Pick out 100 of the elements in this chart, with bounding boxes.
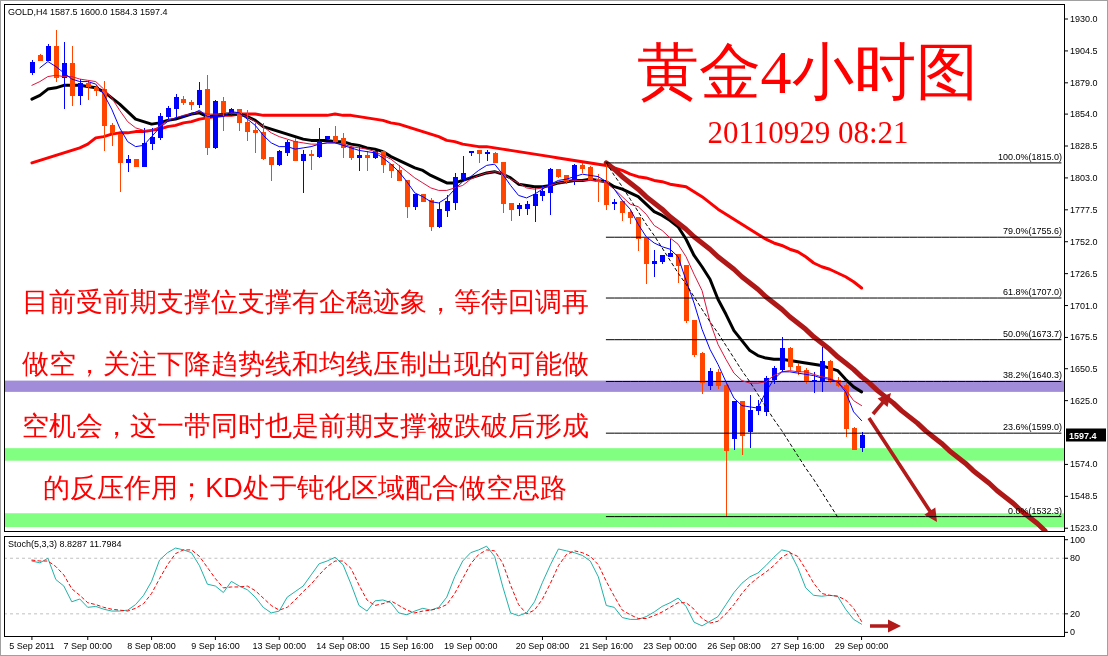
x-tick-label: 19 Sep 00:00 <box>443 641 498 651</box>
candlestick <box>820 346 825 393</box>
candlestick <box>142 127 147 168</box>
y-tick-label: 1752.0 <box>1070 236 1098 247</box>
x-tick-label: 27 Sep 16:00 <box>770 641 825 651</box>
candlestick <box>357 144 362 172</box>
candlestick <box>102 80 107 152</box>
y-tick-label: 1548.5 <box>1070 491 1098 502</box>
candlestick <box>174 93 179 118</box>
candlestick <box>517 202 522 217</box>
y-tick-label: 100 <box>1070 534 1086 545</box>
candlestick <box>493 151 498 164</box>
text: 黄金4小时图 <box>636 38 978 106</box>
x-tick-label: 29 Sep 00:00 <box>834 641 889 651</box>
candlestick <box>668 238 673 258</box>
x-tick-label: 7 Sep 00:00 <box>63 641 113 651</box>
candlestick <box>788 346 793 371</box>
candlestick <box>588 165 593 182</box>
candlestick <box>221 96 226 132</box>
candlestick <box>94 84 99 97</box>
candlestick <box>38 53 43 62</box>
candlestick <box>54 29 59 83</box>
candlestick <box>413 193 418 211</box>
candlestick <box>812 371 817 394</box>
candlestick <box>333 125 338 144</box>
candlestick <box>253 122 258 154</box>
legend-label: 100.0%(1815.0) <box>997 151 1063 162</box>
x-tick-label: 21 Sep 16:00 <box>579 641 634 651</box>
y-tick-label: 1828.5 <box>1070 141 1098 152</box>
y-tick-label: 1574.0 <box>1070 459 1098 470</box>
candlestick <box>277 149 282 167</box>
y-tick-label: 0 <box>1070 627 1076 638</box>
candlestick <box>860 431 865 452</box>
y-tick-label: 1675.5 <box>1070 332 1098 343</box>
candlestick <box>325 135 330 141</box>
candlestick <box>110 122 115 147</box>
candlestick <box>70 45 75 107</box>
candlestick <box>317 127 322 159</box>
candlestick <box>548 167 553 216</box>
series-label: 23.6%(1599.0) <box>1002 422 1063 433</box>
candlestick <box>509 202 514 221</box>
y-tick-label: 1523.0 <box>1070 523 1098 534</box>
candlestick <box>604 162 609 211</box>
candlestick <box>540 185 545 202</box>
candlestick <box>166 105 171 121</box>
candlestick <box>485 149 490 162</box>
candlestick <box>556 168 561 179</box>
candlestick <box>453 172 458 211</box>
x-tick-label: 26 Sep 08:00 <box>707 641 761 651</box>
candlestick <box>261 122 266 161</box>
candlestick <box>86 80 91 101</box>
candlestick <box>245 109 250 142</box>
y-tick-label: 1777.5 <box>1070 204 1098 215</box>
candlestick <box>620 199 625 221</box>
y-tick-label: 1854.0 <box>1070 109 1098 120</box>
y-tick-label: 1879.0 <box>1070 77 1098 88</box>
candlestick <box>461 155 466 179</box>
candlestick <box>692 319 697 358</box>
candlestick <box>301 149 306 194</box>
y-tick-label: 1625.0 <box>1070 395 1098 406</box>
annotation: 目前受前期支撑位支撑有企稳迹象，等待回调再做空，关注下降趋势线和均线压制出现的可能做空机会，这一带同时也是前期支撑被跌破后形成的反压作用；KD处于钝化区域配合做空思路 <box>21 287 589 503</box>
candlestick <box>469 150 474 157</box>
candlestick <box>309 149 314 171</box>
candlestick <box>756 399 761 416</box>
candlestick <box>437 202 442 229</box>
candlestick <box>205 74 210 156</box>
y-tick-label: 80 <box>1070 553 1081 564</box>
x-tick-label: 15 Sep 16:00 <box>380 641 434 651</box>
y-tick-label: 1904.5 <box>1070 45 1098 56</box>
candlestick <box>612 198 617 211</box>
series-label: 61.8%(1707.0) <box>1002 287 1063 298</box>
x-tick-label: 13 Sep 00:00 <box>252 641 306 651</box>
x-tick-label: 8 Sep 08:00 <box>127 641 176 651</box>
series-label: 79.0%(1755.6) <box>1002 226 1063 237</box>
candlestick <box>740 400 745 456</box>
candlestick <box>533 187 538 222</box>
candlestick <box>724 383 729 518</box>
candlestick <box>660 254 665 265</box>
candlestick <box>700 351 705 395</box>
candlestick <box>285 139 290 157</box>
x-tick-label: 14 Sep 08:00 <box>316 641 370 651</box>
candlestick <box>150 127 155 151</box>
legend-label: 38.2%(1640.3) <box>1002 370 1063 381</box>
y-tick-label: 1726.5 <box>1070 268 1098 279</box>
candlestick <box>197 81 202 109</box>
series-label: 50.0%(1673.7) <box>1002 328 1063 339</box>
candlestick <box>30 59 35 76</box>
candlestick <box>652 249 657 277</box>
candlestick <box>365 150 370 172</box>
candlestick <box>181 95 186 106</box>
candlestick <box>78 78 83 106</box>
candlestick <box>477 149 482 164</box>
y-tick-label: 1701.0 <box>1070 300 1098 311</box>
candlestick <box>580 162 585 174</box>
x-tick-label: 20 Sep 08:00 <box>515 641 570 651</box>
x-tick-label: 23 Sep 00:00 <box>643 641 697 651</box>
candlestick <box>780 336 785 373</box>
text: 1597.4 <box>1069 430 1097 441</box>
chart-title: Stoch(5,3,3) 8.8287 11.7984 <box>8 539 122 549</box>
y-tick-label: 20 <box>1070 608 1081 619</box>
